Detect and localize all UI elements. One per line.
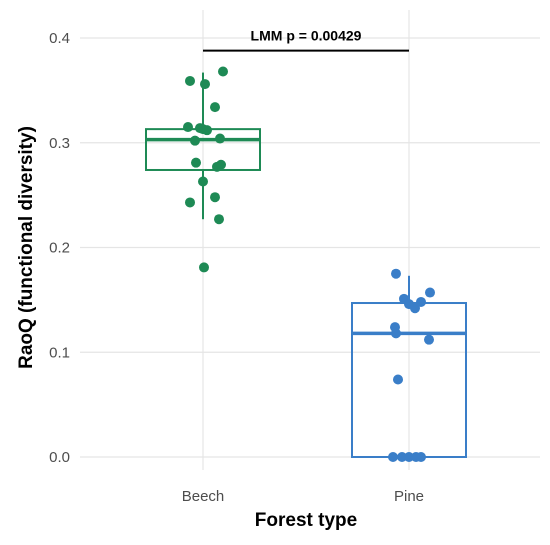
data-point: [393, 374, 403, 385]
significance-annotation: LMM p = 0.00429: [203, 28, 409, 52]
data-point: [210, 102, 220, 113]
data-point: [212, 161, 222, 172]
points-layer: [183, 66, 435, 462]
data-point: [190, 135, 200, 146]
y-tick-label: 0.4: [49, 30, 70, 47]
data-point: [391, 328, 401, 339]
data-point: [425, 287, 435, 298]
data-point: [185, 75, 195, 86]
y-tick-label: 0.0: [49, 449, 70, 466]
significance-label: LMM p = 0.00429: [251, 28, 362, 44]
data-point: [210, 192, 220, 203]
data-point: [202, 125, 212, 136]
boxes-layer: [145, 72, 467, 458]
data-point: [185, 197, 195, 208]
grid-layer: [80, 10, 540, 470]
y-tick-label: 0.2: [49, 240, 70, 257]
x-axis-ticks: Beech Pine: [182, 488, 424, 505]
data-point: [183, 122, 193, 133]
data-point: [214, 214, 224, 225]
data-point: [198, 176, 208, 187]
data-point: [215, 133, 225, 144]
data-point: [416, 452, 426, 462]
data-point: [397, 452, 407, 462]
y-tick-label: 0.1: [49, 344, 70, 361]
x-tick-label: Pine: [394, 488, 424, 505]
data-point: [388, 452, 398, 462]
x-axis-title: Forest type: [255, 510, 357, 531]
y-tick-label: 0.3: [49, 135, 70, 152]
data-point: [191, 157, 201, 168]
x-tick-label: Beech: [182, 488, 225, 505]
data-point: [200, 79, 210, 90]
data-point: [218, 66, 228, 77]
y-axis-title: RaoQ (functional diversity): [16, 126, 37, 369]
data-point: [199, 262, 209, 273]
data-point: [410, 303, 420, 314]
y-axis-ticks: 0.0 0.1 0.2 0.3 0.4: [49, 30, 70, 466]
data-point: [404, 452, 414, 462]
data-point: [391, 268, 401, 279]
data-point: [424, 334, 434, 345]
data-point: [416, 296, 426, 307]
